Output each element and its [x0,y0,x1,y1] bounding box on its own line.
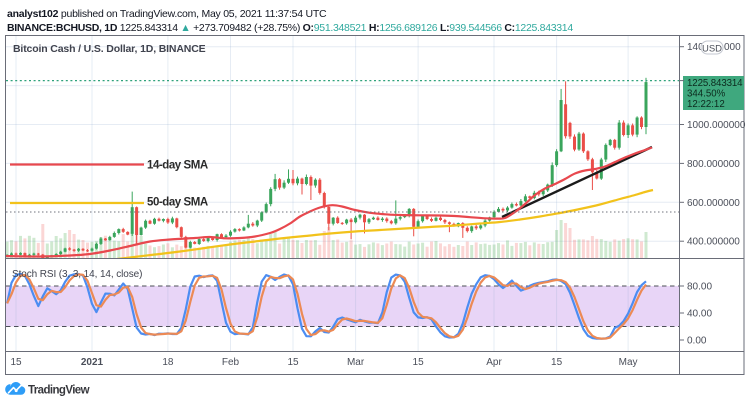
svg-text:14-day SMA: 14-day SMA [147,160,208,172]
svg-text:344.50%: 344.50% [687,89,726,100]
svg-text:000: 000 [724,42,741,53]
svg-text:400.000000: 400.000000 [687,237,740,248]
svg-text:40.00: 40.00 [687,309,712,320]
svg-text:600.000000: 600.000000 [687,198,740,209]
svg-text:15: 15 [551,357,563,368]
svg-text:1000.000000: 1000.000000 [687,120,746,131]
svg-text:May: May [619,357,638,368]
svg-text:BINANCE:BCHUSD, 1D 1225.843314: BINANCE:BCHUSD, 1D 1225.843314 ▲ +273.70… [7,22,573,34]
svg-text:Stoch RSI (3, 3, 14, 14, close: Stoch RSI (3, 3, 14, 14, close) [12,269,142,280]
svg-text:Mar: Mar [347,357,365,368]
svg-text:Bitcoin Cash / U.S. Dollar, 1D: Bitcoin Cash / U.S. Dollar, 1D, BINANCE [13,43,206,55]
svg-text:50-day SMA: 50-day SMA [147,197,208,209]
svg-text:TradingView: TradingView [28,385,90,397]
svg-text:2021: 2021 [81,357,104,368]
svg-text:analyst102 published on Tradin: analyst102 published on TradingView.com,… [7,8,327,20]
svg-text:140: 140 [687,42,704,53]
svg-text:Apr: Apr [486,357,502,368]
svg-text:80.00: 80.00 [687,282,712,293]
svg-text:15: 15 [413,357,425,368]
svg-text:12:22:12: 12:22:12 [687,99,725,110]
svg-text:0.00: 0.00 [687,336,707,347]
svg-text:1225.843314: 1225.843314 [687,78,743,89]
svg-text:Feb: Feb [222,357,240,368]
svg-text:15: 15 [10,357,22,368]
svg-text:USD: USD [702,44,722,55]
svg-text:800.000000: 800.000000 [687,159,740,170]
svg-text:15: 15 [287,357,299,368]
svg-text:18: 18 [162,357,174,368]
